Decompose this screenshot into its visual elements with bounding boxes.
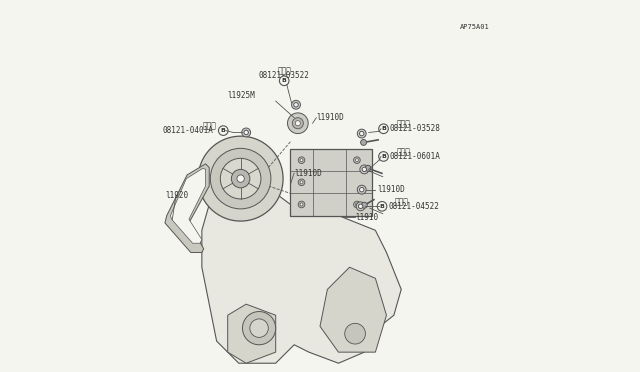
Circle shape xyxy=(360,187,364,192)
Text: （２）: （２） xyxy=(396,119,410,128)
Text: B: B xyxy=(381,126,386,131)
Circle shape xyxy=(300,203,303,206)
Circle shape xyxy=(357,129,366,138)
Circle shape xyxy=(298,157,305,163)
Text: 08121-0401A: 08121-0401A xyxy=(163,126,214,135)
Circle shape xyxy=(357,185,366,194)
Circle shape xyxy=(356,202,365,211)
Circle shape xyxy=(292,100,300,109)
Text: l1910D: l1910D xyxy=(316,113,344,122)
Text: l1920: l1920 xyxy=(166,191,189,200)
Circle shape xyxy=(242,128,251,137)
Text: l1925M: l1925M xyxy=(228,91,255,100)
Circle shape xyxy=(360,140,367,145)
Circle shape xyxy=(360,131,364,136)
Text: l1910D: l1910D xyxy=(377,185,405,194)
Circle shape xyxy=(298,179,305,186)
Circle shape xyxy=(244,130,248,135)
Text: （１）: （１） xyxy=(203,121,216,130)
Text: （１）: （１） xyxy=(395,197,409,206)
Text: B: B xyxy=(282,78,287,83)
Text: 08121-03522: 08121-03522 xyxy=(259,71,310,80)
Circle shape xyxy=(295,121,300,126)
Text: 08121-03528: 08121-03528 xyxy=(390,124,441,133)
Text: （２）: （２） xyxy=(396,147,410,156)
Circle shape xyxy=(362,202,367,208)
Circle shape xyxy=(345,323,365,344)
Polygon shape xyxy=(202,186,401,363)
Text: （３）: （３） xyxy=(277,66,291,75)
Circle shape xyxy=(298,201,305,208)
Text: B: B xyxy=(381,154,386,159)
Circle shape xyxy=(292,118,303,129)
Circle shape xyxy=(198,136,283,221)
Text: AP75A01: AP75A01 xyxy=(460,24,490,30)
FancyBboxPatch shape xyxy=(291,149,372,215)
Polygon shape xyxy=(165,164,209,253)
Circle shape xyxy=(287,113,308,134)
Text: B: B xyxy=(221,128,226,133)
Circle shape xyxy=(300,181,303,184)
Circle shape xyxy=(300,159,303,161)
Circle shape xyxy=(237,175,244,182)
Circle shape xyxy=(355,159,358,161)
Polygon shape xyxy=(170,168,205,243)
Circle shape xyxy=(365,165,371,171)
Polygon shape xyxy=(228,304,276,363)
Polygon shape xyxy=(320,267,387,352)
Text: 08121-04522: 08121-04522 xyxy=(388,202,439,211)
Circle shape xyxy=(294,103,298,107)
Circle shape xyxy=(355,203,358,206)
Circle shape xyxy=(362,167,367,171)
Text: 08121-0601A: 08121-0601A xyxy=(390,152,441,161)
Circle shape xyxy=(220,158,261,199)
Circle shape xyxy=(232,169,250,188)
Circle shape xyxy=(250,319,268,337)
Text: l1910: l1910 xyxy=(355,213,378,222)
Circle shape xyxy=(358,204,363,209)
Circle shape xyxy=(353,157,360,163)
Text: l1910D: l1910D xyxy=(294,169,322,177)
Circle shape xyxy=(211,148,271,209)
Text: B: B xyxy=(380,204,385,209)
Circle shape xyxy=(360,165,369,174)
Circle shape xyxy=(353,201,360,208)
Circle shape xyxy=(243,311,276,345)
